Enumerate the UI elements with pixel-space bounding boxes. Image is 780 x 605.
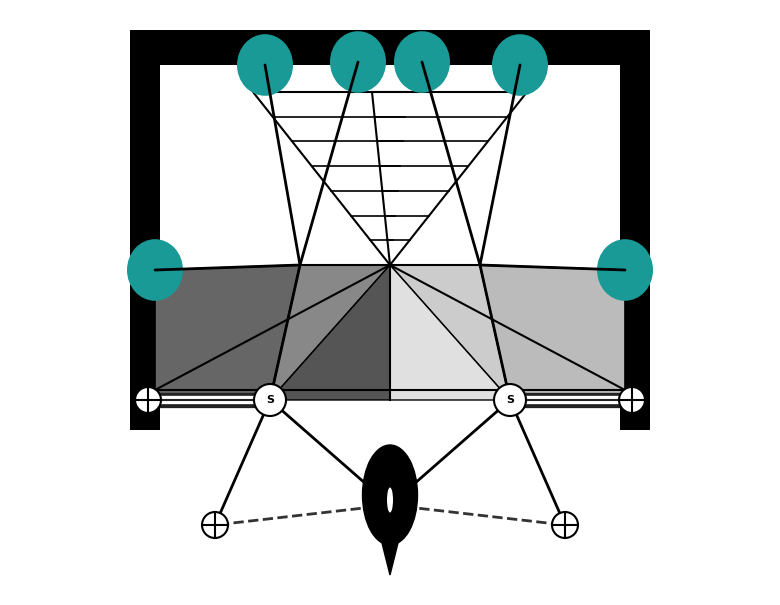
Ellipse shape bbox=[492, 34, 548, 96]
Text: S: S bbox=[266, 395, 274, 405]
Polygon shape bbox=[130, 30, 650, 65]
Polygon shape bbox=[380, 535, 400, 575]
Polygon shape bbox=[270, 265, 390, 400]
Circle shape bbox=[202, 512, 228, 538]
Ellipse shape bbox=[237, 34, 293, 96]
Polygon shape bbox=[270, 265, 390, 400]
Polygon shape bbox=[480, 265, 625, 400]
Polygon shape bbox=[390, 265, 510, 400]
Circle shape bbox=[619, 387, 645, 413]
Ellipse shape bbox=[363, 445, 417, 545]
Circle shape bbox=[254, 384, 286, 416]
Ellipse shape bbox=[387, 488, 393, 512]
Ellipse shape bbox=[127, 239, 183, 301]
Circle shape bbox=[135, 387, 161, 413]
Polygon shape bbox=[155, 265, 300, 400]
Polygon shape bbox=[620, 30, 650, 430]
Ellipse shape bbox=[330, 31, 386, 93]
Ellipse shape bbox=[597, 239, 653, 301]
Circle shape bbox=[552, 512, 578, 538]
Circle shape bbox=[494, 384, 526, 416]
Polygon shape bbox=[130, 30, 160, 430]
Polygon shape bbox=[390, 265, 510, 400]
Polygon shape bbox=[130, 30, 390, 50]
Ellipse shape bbox=[394, 31, 450, 93]
Polygon shape bbox=[372, 92, 527, 265]
Polygon shape bbox=[253, 92, 408, 265]
Text: S: S bbox=[506, 395, 514, 405]
